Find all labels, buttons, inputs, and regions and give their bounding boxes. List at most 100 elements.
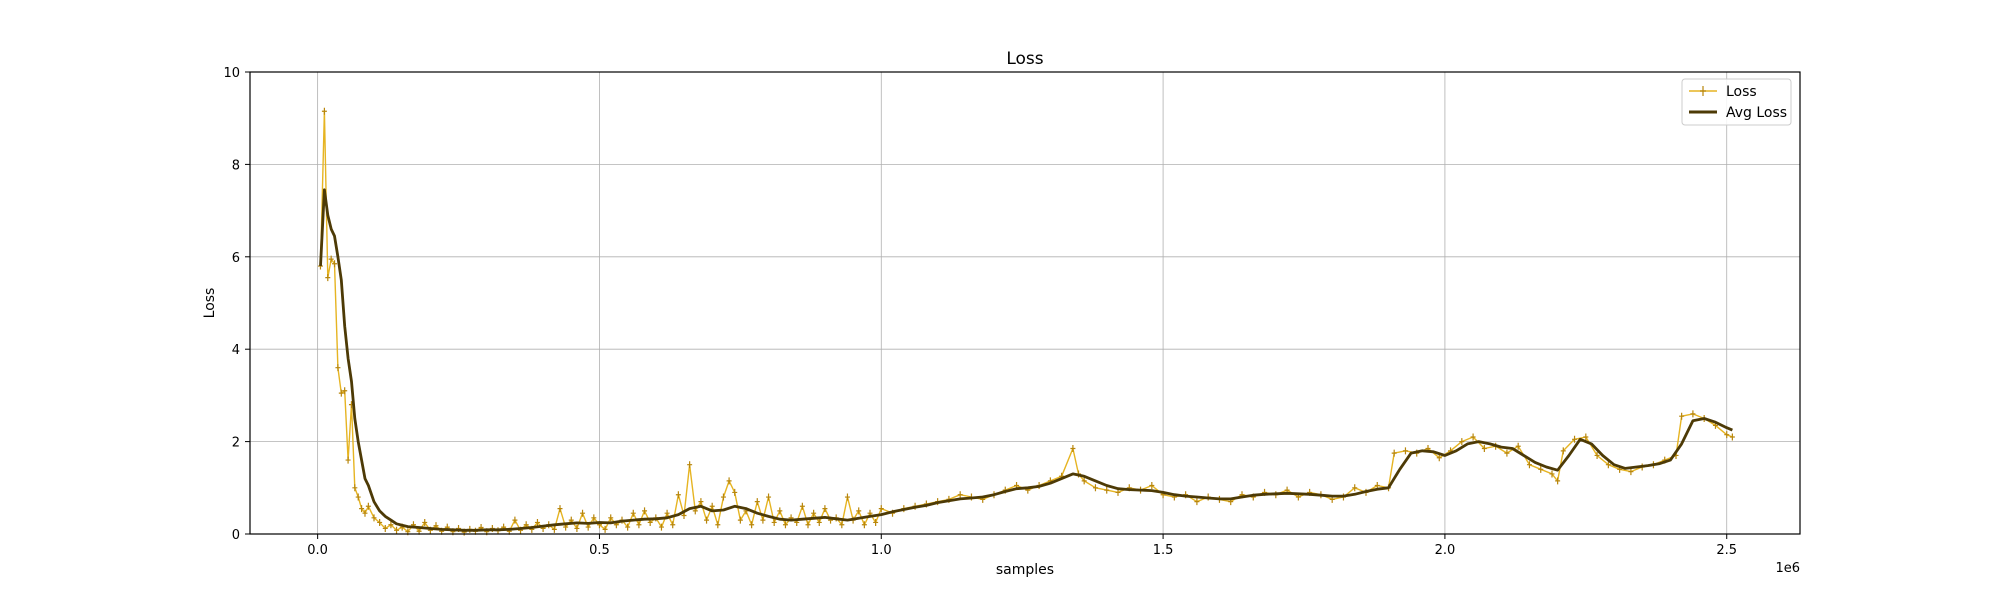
- data-point-loss: [625, 523, 631, 531]
- data-point-loss: [342, 387, 348, 395]
- y-axis-label: Loss: [202, 288, 218, 319]
- data-point-loss: [1549, 470, 1555, 478]
- y-axis: 0 2 4 6 8 10: [223, 66, 250, 543]
- data-point-loss: [1729, 433, 1735, 441]
- series-avg-loss: [319, 188, 1733, 532]
- data-point-loss: [771, 518, 777, 526]
- y-tick-label: 8: [232, 158, 240, 173]
- x-axis-offset-label: 1e6: [1775, 561, 1800, 576]
- data-point-loss: [1352, 484, 1358, 492]
- data-point-loss: [1515, 442, 1521, 450]
- data-point-loss: [1391, 449, 1397, 457]
- data-point-loss: [720, 493, 726, 501]
- y-tick-label: 2: [232, 436, 240, 451]
- data-point-loss: [1092, 484, 1098, 492]
- data-point-loss: [359, 505, 365, 513]
- data-point-loss: [664, 509, 670, 517]
- plot-area: [250, 72, 1800, 534]
- data-point-loss: [1081, 477, 1087, 485]
- data-point-loss: [726, 477, 732, 485]
- data-point-loss: [766, 493, 772, 501]
- data-point-loss: [782, 521, 788, 529]
- data-point-loss: [1628, 468, 1634, 476]
- data-point-loss: [777, 507, 783, 515]
- data-point-loss: [338, 389, 344, 397]
- data-point-loss: [799, 502, 805, 510]
- legend-label-avg-loss: Avg Loss: [1726, 105, 1787, 121]
- chart-title: Loss: [1006, 49, 1043, 69]
- data-point-loss: [325, 274, 331, 282]
- data-point-loss: [1504, 449, 1510, 457]
- data-point-loss: [1526, 461, 1532, 469]
- data-point-loss: [670, 521, 676, 529]
- data-point-loss: [704, 516, 710, 524]
- data-point-loss: [557, 505, 563, 513]
- data-point-loss: [749, 521, 755, 529]
- x-tick-label: 1.5: [1153, 543, 1174, 558]
- data-point-loss: [687, 461, 693, 469]
- data-point-loss: [355, 493, 361, 501]
- data-point-loss: [422, 518, 428, 526]
- data-point-loss: [1560, 447, 1566, 455]
- data-point-loss: [737, 516, 743, 524]
- data-point-loss: [1594, 451, 1600, 459]
- data-point-loss: [1572, 435, 1578, 443]
- data-point-loss: [1194, 498, 1200, 506]
- data-point-loss: [512, 516, 518, 524]
- legend-marker-loss: [1700, 86, 1706, 96]
- data-point-loss: [377, 518, 383, 526]
- data-point-loss: [602, 525, 608, 533]
- data-point-loss: [388, 521, 394, 529]
- series-line-avg-loss: [319, 188, 1733, 532]
- data-point-loss: [1104, 486, 1110, 494]
- data-point-loss: [642, 507, 648, 515]
- plot-frame: [249, 71, 1801, 535]
- data-point-loss: [822, 505, 828, 513]
- data-point-loss: [811, 509, 817, 517]
- y-tick-label: 6: [232, 251, 240, 266]
- data-point-loss: [1555, 477, 1561, 485]
- grid: [250, 72, 1800, 534]
- data-point-loss: [580, 509, 586, 517]
- data-point-loss: [574, 524, 580, 532]
- x-tick-label: 1.0: [871, 543, 892, 558]
- data-point-loss: [709, 502, 715, 510]
- data-point-loss: [382, 524, 388, 532]
- series-layer: [317, 107, 1735, 536]
- data-point-loss: [839, 521, 845, 529]
- data-point-loss: [1436, 454, 1442, 462]
- data-point-loss: [1070, 445, 1076, 453]
- data-point-loss: [754, 498, 760, 506]
- data-point-loss: [1679, 412, 1685, 420]
- data-point-loss: [630, 509, 636, 517]
- data-point-loss: [328, 255, 334, 263]
- data-point-loss: [878, 505, 884, 513]
- data-point-loss: [636, 521, 642, 529]
- data-point-loss: [1459, 438, 1465, 446]
- x-tick-label: 0.0: [307, 543, 328, 558]
- data-point-loss: [1470, 433, 1476, 441]
- data-point-loss: [732, 488, 738, 496]
- data-point-loss: [760, 516, 766, 524]
- data-point-loss: [816, 518, 822, 526]
- data-point-loss: [1724, 431, 1730, 439]
- data-point-loss: [394, 526, 400, 534]
- data-point-loss: [873, 518, 879, 526]
- legend-label-loss: Loss: [1726, 84, 1757, 100]
- data-point-loss: [856, 507, 862, 515]
- data-point-loss: [1481, 445, 1487, 453]
- data-point-loss: [861, 521, 867, 529]
- data-point-loss: [534, 518, 540, 526]
- data-point-loss: [591, 514, 597, 522]
- data-point-loss: [1583, 433, 1589, 441]
- data-point-loss: [675, 491, 681, 499]
- x-tick-label: 2.0: [1435, 543, 1456, 558]
- y-tick-label: 0: [232, 528, 240, 543]
- data-point-loss: [608, 514, 614, 522]
- data-point-loss: [362, 509, 368, 517]
- x-tick-label: 2.5: [1716, 543, 1737, 558]
- data-point-loss: [957, 491, 963, 499]
- data-point-loss: [1538, 465, 1544, 473]
- data-point-loss: [1149, 481, 1155, 489]
